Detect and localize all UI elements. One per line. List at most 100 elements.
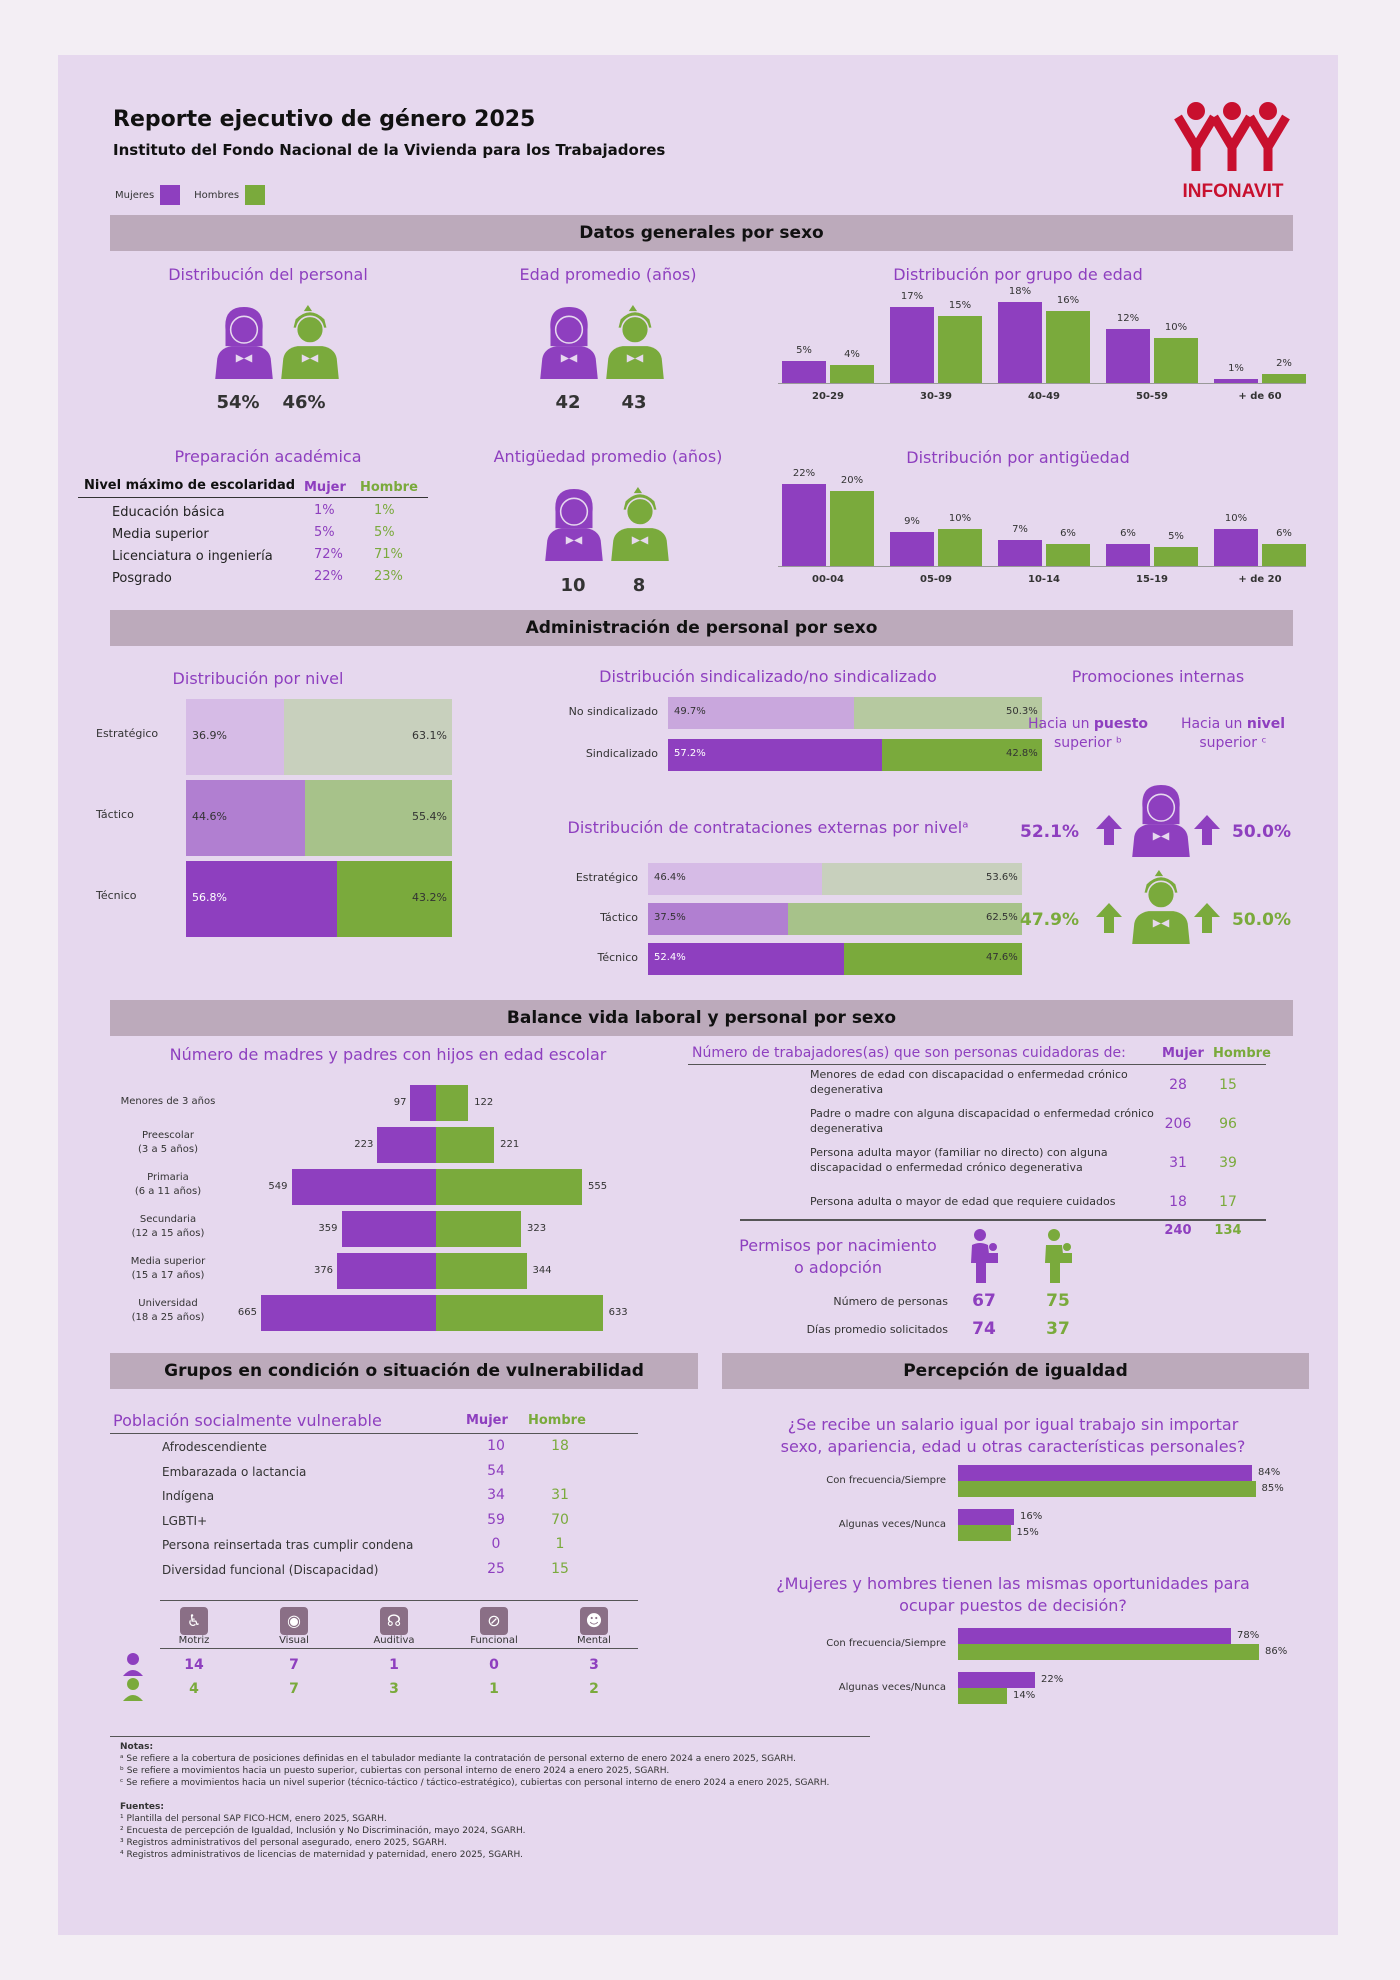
age-axis [778,383,1306,384]
vulnerable-row-men: 1 [555,1536,565,1552]
source-item: ¹ Plantilla del personal SAP FICO-HCM, e… [120,1814,387,1824]
legend: Mujeres Hombres [115,185,266,205]
union-bar-women [668,739,882,771]
seniority-tick: + de 20 [1238,574,1282,585]
vulnerable-title: Población socialmente vulnerable [113,1411,382,1430]
parents-label-women: 376 [313,1265,334,1276]
age-bar-women [998,302,1042,383]
vulnerable-row-women: 0 [491,1536,501,1552]
section-general-title: Datos generales por sexo [110,215,1293,251]
union-bar-women [668,697,854,729]
parents-row-label: Universidad (18 a 25 años) [88,1297,248,1325]
hiring-row-label: Técnico [597,951,638,964]
equality-q1-label-men: 85% [1261,1483,1284,1494]
notes-title: Notas: [120,1742,154,1752]
age-tick: 40-49 [1028,391,1060,402]
equality-q2-label-women: 22% [1041,1674,1064,1685]
disability-women: 1 [389,1657,399,1673]
age-label-men: 16% [1056,295,1080,306]
mother-child-icon [968,1227,1002,1289]
equality-q1-bar-women [958,1465,1252,1481]
age-bar-women [782,360,826,383]
disability-label: Auditiva [373,1635,415,1646]
vulnerable-row-label: Diversidad funcional (Discapacidad) [162,1562,379,1577]
parents-row-label-main: Preescolar [142,1130,194,1141]
level-bar-men [337,861,452,937]
vulnerable-row-men: 31 [551,1487,569,1503]
age-label-men: 2% [1276,358,1292,369]
caregivers-total-divider [740,1219,1266,1221]
seniority-label-men: 5% [1168,531,1184,543]
disability-women: 3 [589,1657,599,1673]
sources-list: ¹ Plantilla del personal SAP FICO-HCM, e… [120,1813,1020,1861]
level-row-label: Estratégico [96,727,159,740]
equality-q2-row-label: Con frecuencia/Siempre [826,1638,946,1649]
age-bar-men [1262,374,1306,383]
parents-bar-men [436,1127,495,1163]
parents-title: Número de madres y padres con hijos en e… [169,1045,607,1064]
education-col-women: Mujer [304,480,346,495]
equality-q1-label-women: 84% [1258,1467,1281,1478]
vulnerable-col-men: Hombre [528,1413,586,1428]
disability-women: 0 [489,1657,499,1673]
avg-age-title: Edad promedio (años) [519,265,697,284]
level-label-women: 36.9% [192,729,227,742]
vulnerable-row-men: 70 [551,1511,569,1528]
promo-post-bold: puesto [1093,716,1149,732]
disability-table: ♿ Motriz 14 4 ◉ Visual 7 7 ☊ Auditiva 1 3 ⊘ Funcional… [160,1603,638,1713]
hiring-label-men: 47.6% [986,952,1018,963]
legend-women-swatch [160,185,181,205]
note-item: ᵇ Se refiere a movimientos hacia un pues… [120,1766,670,1776]
age-groups-chart: 5% 4% 20-29 17% 15% 30-39 18% 16% 40-49 12% 10% 50-… [778,286,1318,407]
age-label-men: 4% [844,349,860,360]
parents-row-label-main: Universidad [138,1298,198,1309]
disability-label: Mental [577,1635,611,1646]
education-row-men: 71% [374,547,403,562]
man-icon [279,305,341,383]
caregiver-row-women: 206 [1164,1116,1192,1132]
disability-women: 14 [184,1657,204,1673]
section-equality-title: Percepción de igualdad [722,1353,1309,1389]
level-dist-title: Distribución por nivel [172,669,344,688]
vulnerable-row-women: 59 [487,1511,505,1528]
hiring-label-women: 37.5% [654,912,686,923]
hiring-bar-women [648,943,844,975]
seniority-bar-men [938,528,982,566]
parents-bar-men [436,1253,527,1289]
leave-row-women: 74 [972,1319,996,1339]
notes-list: ᵃ Se refiere a la cobertura de posicione… [120,1753,1020,1789]
vulnerable-row-men: 15 [551,1560,569,1577]
parents-label-women: 665 [237,1307,257,1318]
promo-men-level: 50.0% [1232,910,1291,930]
staff-men-pct: 46% [282,392,326,413]
education-row-label: Media superior [112,527,209,542]
father-child-icon [1042,1227,1076,1289]
education-title: Preparación académica [174,447,362,466]
vulnerable-row-women: 25 [487,1560,505,1577]
source-item: ² Encuesta de percepción de Igualdad, In… [120,1826,526,1836]
age-label-men: 15% [948,299,972,311]
equality-q2-label-women: 78% [1237,1630,1260,1641]
education-row-men: 1% [374,503,395,518]
seniority-bar-men [1262,543,1306,566]
parents-row-label-main: Primaria [147,1172,189,1183]
education-row-label: Educación básica [112,505,225,520]
report-title: Reporte ejecutivo de género 2025 [113,107,536,132]
leave-row-women: 67 [972,1291,996,1311]
caregivers-total-men: 134 [1214,1223,1242,1238]
caregiver-row-label: Menores de edad con discapacidad o enfer… [810,1068,1128,1096]
disability-label: Motriz [178,1635,210,1646]
seniority-groups-title: Distribución por antigüedad [906,448,1130,467]
education-row-men: 5% [374,525,395,540]
seniority-tick: 15-19 [1136,574,1168,585]
age-bar-men [938,315,982,383]
seniority-label-women: 9% [904,516,920,528]
education-row: Licenciatura o ingeniería 72% 71% [78,547,428,569]
parents-row-label: Secundaria (12 a 15 años) [88,1213,248,1241]
age-groups-title: Distribución por grupo de edad [893,265,1143,284]
age-bar-women [1214,378,1258,383]
seniority-label-women: 7% [1012,523,1028,535]
caregiver-row-men: 39 [1219,1155,1237,1171]
caregiver-row-men: 96 [1219,1116,1237,1132]
level-bar-women [186,861,338,937]
